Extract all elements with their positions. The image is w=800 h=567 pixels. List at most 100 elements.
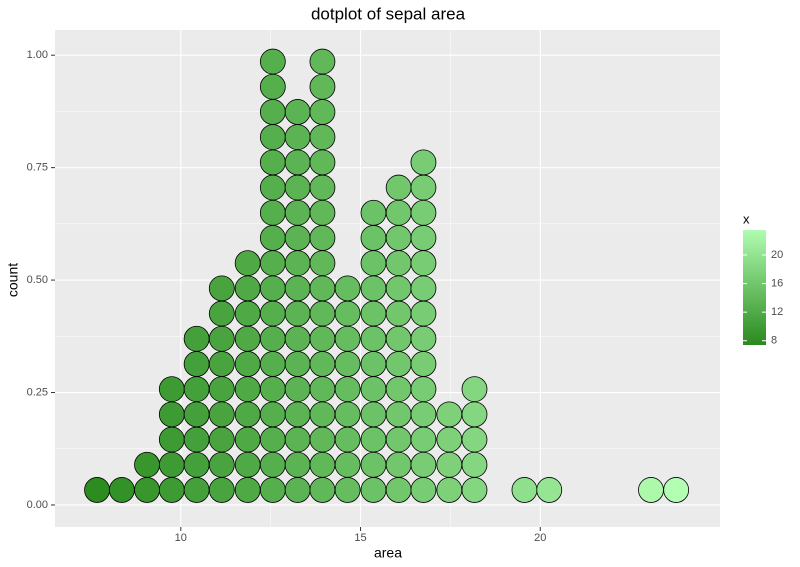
dot xyxy=(385,250,412,277)
dot xyxy=(334,451,361,478)
dot xyxy=(259,99,286,125)
dot xyxy=(284,124,311,151)
dot xyxy=(309,199,336,226)
dot xyxy=(284,300,311,327)
dot xyxy=(385,325,412,352)
dot xyxy=(410,351,437,377)
dot xyxy=(234,477,261,503)
dot xyxy=(84,477,110,503)
dot xyxy=(259,426,286,453)
dot xyxy=(284,149,311,176)
dot xyxy=(259,48,286,75)
legend-title: x xyxy=(743,211,750,226)
dot xyxy=(158,376,185,403)
dot xyxy=(309,401,336,428)
dot xyxy=(385,225,412,251)
dot xyxy=(259,325,286,352)
dot xyxy=(334,477,361,503)
dot xyxy=(309,149,336,176)
x-tick-label: 15 xyxy=(354,532,366,544)
dot xyxy=(108,477,135,503)
dot xyxy=(208,451,235,478)
dot xyxy=(284,174,311,201)
dot xyxy=(385,351,412,377)
dot xyxy=(259,275,286,302)
colorbar-label: 12 xyxy=(771,306,783,318)
dot xyxy=(284,225,311,251)
dot xyxy=(309,351,336,377)
y-tick-label: 1.00 xyxy=(27,49,48,61)
dot xyxy=(536,477,563,503)
dot xyxy=(360,451,387,478)
dot xyxy=(234,401,261,428)
dot xyxy=(259,300,286,327)
dot xyxy=(410,477,437,503)
panel xyxy=(55,30,720,527)
dot xyxy=(385,300,412,327)
dot xyxy=(183,477,210,503)
dot xyxy=(663,477,690,503)
colorbar-label: 20 xyxy=(771,249,783,261)
dot xyxy=(309,426,336,453)
dot xyxy=(360,401,387,428)
dot xyxy=(461,426,488,453)
dot xyxy=(410,376,437,403)
dot xyxy=(259,477,286,503)
x-axis-title: area xyxy=(374,545,402,561)
dot xyxy=(259,124,286,151)
dot xyxy=(234,451,261,478)
dot xyxy=(259,174,286,201)
dot xyxy=(234,376,261,403)
colorbar-label: 8 xyxy=(771,335,777,347)
dot xyxy=(208,325,235,352)
dot xyxy=(284,351,311,377)
dot xyxy=(158,426,185,453)
dot xyxy=(334,300,361,327)
dot xyxy=(360,325,387,352)
dot xyxy=(259,401,286,428)
dot xyxy=(385,451,412,478)
dot xyxy=(259,451,286,478)
dot xyxy=(360,477,387,503)
dot xyxy=(436,401,463,428)
y-axis-title: count xyxy=(5,263,21,297)
dot xyxy=(334,275,361,302)
dot xyxy=(284,275,311,302)
dot xyxy=(183,376,210,403)
dot xyxy=(638,477,664,503)
dot xyxy=(158,451,185,478)
dot xyxy=(334,376,361,403)
dot xyxy=(234,250,261,277)
dot xyxy=(461,477,488,503)
dot xyxy=(410,199,437,226)
dot xyxy=(208,351,235,377)
dot xyxy=(385,477,412,503)
dot xyxy=(385,199,412,226)
dot xyxy=(436,426,463,453)
dot xyxy=(410,300,437,327)
dot xyxy=(410,174,437,201)
dot xyxy=(334,325,361,352)
dot xyxy=(309,325,336,352)
dot xyxy=(511,477,538,503)
dot xyxy=(309,174,336,201)
dot xyxy=(134,477,160,503)
dot xyxy=(309,124,336,151)
dot xyxy=(334,426,361,453)
dot xyxy=(134,451,160,478)
y-tick-label: 0.25 xyxy=(27,386,48,398)
dot xyxy=(259,73,286,100)
dot xyxy=(158,477,185,503)
dot xyxy=(410,149,437,176)
dot xyxy=(183,451,210,478)
dot xyxy=(284,477,311,503)
dot xyxy=(360,376,387,403)
dot xyxy=(385,401,412,428)
dot xyxy=(410,325,437,352)
chart-title: dotplot of sepal area xyxy=(311,4,466,23)
dot xyxy=(259,250,286,277)
dot xyxy=(309,48,336,75)
dot xyxy=(208,376,235,403)
